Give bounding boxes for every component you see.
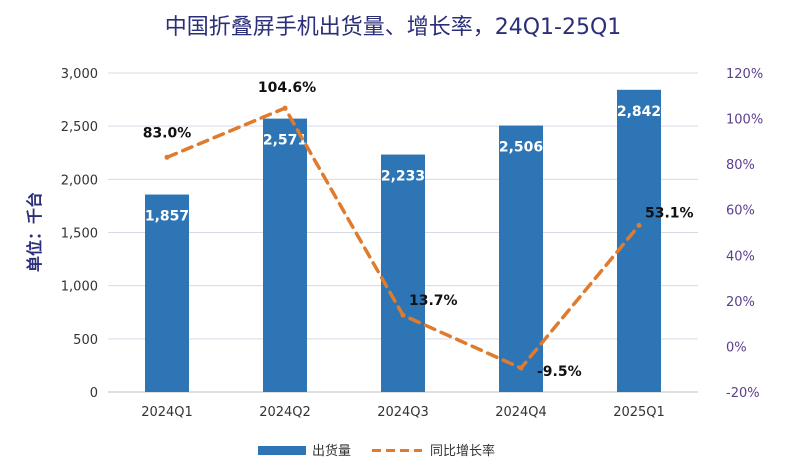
legend-label-shipments: 出货量 — [312, 443, 351, 459]
y2-tick-label: 40% — [726, 249, 755, 264]
x-tick-label: 2024Q2 — [259, 405, 311, 420]
growth-value-label: 53.1% — [645, 205, 694, 221]
axes: 0 500 1,000 1,500 2,000 2,500 3,000 -20% 0% 20% 40… — [61, 67, 763, 420]
y2-tick-label: 120% — [726, 67, 763, 82]
bar-value-label: 2,233 — [381, 169, 425, 185]
x-tick-label: 2025Q1 — [613, 405, 665, 420]
y2-tick-label: 0% — [726, 340, 747, 355]
y2-tick-label: 80% — [726, 158, 755, 173]
x-tick-label: 2024Q3 — [377, 405, 429, 420]
line-point — [518, 365, 524, 371]
y-tick-label: 2,000 — [61, 173, 98, 188]
bar — [145, 194, 189, 392]
legend: 出货量 同比增长率 — [258, 443, 495, 459]
bar-series: 1,857 2,571 2,233 2,506 2,842 — [145, 89, 661, 393]
line-point — [636, 222, 642, 228]
y-tick-label: 500 — [73, 333, 98, 348]
bar — [263, 118, 307, 392]
x-tick-label: 2024Q4 — [495, 405, 547, 420]
bar — [381, 154, 425, 392]
y-tick-label: 1,500 — [61, 227, 98, 242]
legend-label-growth: 同比增长率 — [430, 443, 495, 459]
y-tick-label: 3,000 — [61, 67, 98, 82]
y-axis-label: 单位：千台 — [25, 192, 44, 272]
y2-tick-label: 20% — [726, 295, 755, 310]
line-point — [282, 105, 288, 111]
bar — [617, 89, 661, 393]
growth-value-label: 104.6% — [258, 80, 316, 96]
y-tick-label: 1,000 — [61, 280, 98, 295]
chart-title: 中国折叠屏手机出货量、增长率，24Q1-25Q1 — [165, 15, 622, 40]
y-tick-label: 2,500 — [61, 120, 98, 135]
legend-swatch-shipments — [258, 446, 306, 455]
y2-tick-label: 100% — [726, 113, 763, 128]
y2-tick-label: 60% — [726, 204, 755, 219]
growth-value-label: 13.7% — [409, 293, 458, 309]
line-point — [164, 154, 170, 160]
bar-value-label: 1,857 — [145, 209, 189, 225]
bar — [499, 125, 543, 393]
x-tick-label: 2024Q1 — [141, 405, 193, 420]
line-point — [400, 312, 406, 318]
bar-value-label: 2,506 — [499, 140, 543, 156]
growth-value-label: 83.0% — [143, 125, 192, 141]
line-series: 83.0% 104.6% 13.7% -9.5% 53.1% — [143, 80, 694, 380]
growth-value-label: -9.5% — [537, 364, 582, 380]
bar-value-label: 2,571 — [263, 133, 307, 149]
bar-value-label: 2,842 — [617, 104, 661, 120]
y-tick-label: 0 — [90, 386, 98, 401]
y2-tick-label: -20% — [726, 386, 760, 401]
